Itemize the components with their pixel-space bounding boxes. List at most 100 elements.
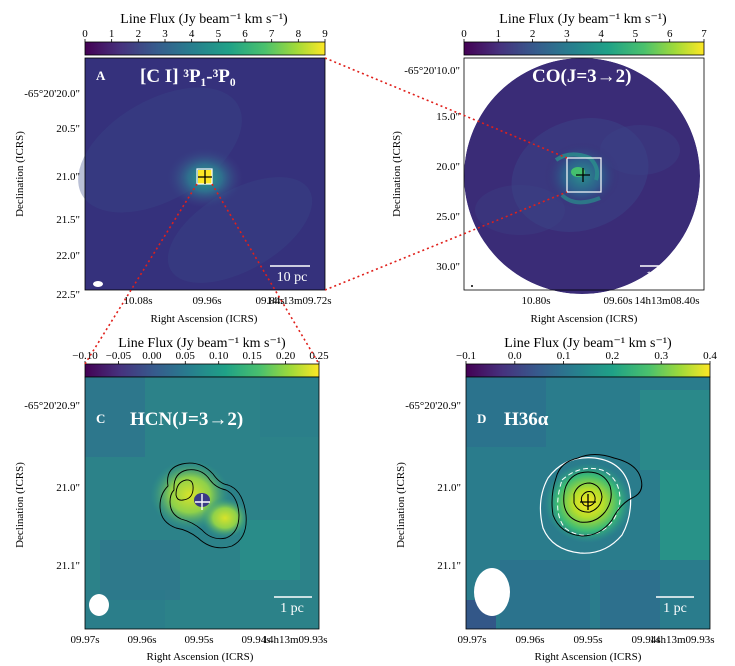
y-axis-label: Declination (ICRS) (395, 462, 407, 548)
colorbar-title: Line Flux (Jy beam⁻¹ km s⁻¹) (504, 336, 672, 351)
colorbar-ticks: 0 1 2 3 4 5 6 7 (461, 28, 707, 42)
y-ticks: -65°20'20.9" 21.0" 21.1" (24, 400, 80, 572)
colorbar-tick-label: 6 (242, 28, 248, 40)
contour-black-2 (563, 471, 612, 523)
colorbar-title: Line Flux (Jy beam⁻¹ km s⁻¹) (120, 12, 288, 27)
x-tick-label: 14h13m09.93s (649, 634, 714, 646)
center-cross (198, 170, 212, 184)
x-tick-label: 09.96s (515, 634, 544, 646)
colorbar-tick-label: 4 (598, 28, 604, 40)
y-tick-label: 21.0" (56, 482, 80, 494)
x-tick-label: 09.95s (184, 634, 213, 646)
y-tick-label: 25.0" (436, 211, 460, 223)
colorbar-tick-label: 0.05 (176, 350, 196, 362)
connector-a-to-c-left (84, 183, 198, 365)
y-tick-label: -65°20'10.0" (404, 65, 460, 77)
x-tick-label: 09.97s (70, 634, 99, 646)
colorbar-tick-label: 9 (322, 28, 328, 40)
colorbar-ticks: −0.1 0.0 0.1 0.2 0.3 0.4 (456, 350, 717, 364)
colorbar-tick-label: 0.4 (703, 350, 717, 362)
colorbar-tick-label: 0.20 (276, 350, 296, 362)
y-tick-label: 30.0" (436, 261, 460, 273)
y-axis-label: Declination (ICRS) (14, 462, 26, 548)
x-tick-label: 09.96s (127, 634, 156, 646)
colorbar-tick-label: −0.1 (456, 350, 476, 362)
scale-bar-label: 1 pc (663, 601, 687, 616)
colorbar-tick-label: 0.3 (654, 350, 668, 362)
y-axis-label: Declination (ICRS) (391, 131, 403, 217)
colorbar-tick-label: 6 (667, 28, 673, 40)
y-tick-label: 15.0" (436, 111, 460, 123)
colorbar-title: Line Flux (Jy beam⁻¹ km s⁻¹) (118, 336, 286, 351)
scale-bar-label: 100 pc (646, 268, 678, 282)
y-axis-label: Declination (ICRS) (14, 131, 26, 217)
y-tick-label: 21.1" (437, 560, 461, 572)
colorbar-tick-label: 5 (633, 28, 639, 40)
x-tick-label: 09.84s (255, 295, 284, 307)
colorbar-ticks: 0 1 2 3 4 5 6 7 8 9 (82, 28, 328, 42)
panel-c: Line Flux (Jy beam⁻¹ km s⁻¹) −0.10 −0.05 0… (14, 336, 329, 663)
x-tick-label: 09.97s (457, 634, 486, 646)
colorbar-title: Line Flux (Jy beam⁻¹ km s⁻¹) (499, 12, 667, 27)
contour-white-outer (539, 457, 632, 554)
colorbar-tick-label: 2 (136, 28, 142, 40)
colorbar-tick-label: 2 (530, 28, 536, 40)
colorbar-tick-label: 3 (564, 28, 570, 40)
colorbar-tick-label: 3 (162, 28, 168, 40)
x-tick-label: 09.96s (192, 295, 221, 307)
colorbar-tick-label: 0.00 (142, 350, 162, 362)
zoom-box (566, 157, 602, 193)
line-label: H36α (504, 409, 549, 430)
x-tick-label: 10.80s (521, 295, 550, 307)
contour-black-3 (573, 482, 603, 513)
beam-ellipse (93, 281, 103, 287)
panel-letter: A (96, 68, 106, 83)
colorbar (84, 363, 320, 378)
scale-bar-label: 10 pc (277, 270, 308, 285)
colorbar-tick-label: 7 (701, 28, 707, 40)
y-tick-label: -65°20'20.9" (405, 400, 461, 412)
y-ticks: -65°20'20.9" 21.0" 21.1" (405, 400, 461, 572)
contour-black-1 (551, 454, 643, 537)
y-ticks: -65°20'10.0" 15.0" 20.0" 25.0" 30.0" (404, 65, 460, 273)
beam-dot (471, 285, 473, 287)
colorbar (463, 41, 705, 56)
contour-white-dashed (557, 467, 621, 536)
contour-outer (159, 462, 247, 549)
connector-a-to-b-bottom (324, 191, 568, 291)
line-label: [C I] ³P₁-³P₀ (140, 66, 236, 87)
x-axis-label: Right Ascension (ICRS) (151, 313, 258, 325)
x-tick-label: 09.94s (631, 634, 660, 646)
connector-a-to-b-top (324, 57, 568, 159)
x-tick-label: 09.94s (241, 634, 270, 646)
x-tick-label: 14h13m09.72s (266, 295, 331, 307)
scale-bar-label: 1 pc (280, 601, 304, 616)
colorbar-tick-label: 0.10 (209, 350, 229, 362)
x-ticks: 10.80s 09.60s 14h13m08.40s (521, 295, 699, 307)
x-tick-label: 09.95s (573, 634, 602, 646)
colorbar-tick-label: −0.05 (106, 350, 132, 362)
panel-d: Line Flux (Jy beam⁻¹ km s⁻¹) −0.1 0.0 0.1 0… (395, 336, 717, 663)
y-tick-label: 22.0" (56, 250, 80, 262)
colorbar-tick-label: 8 (296, 28, 302, 40)
line-label: CO(J=3→2) (532, 66, 631, 87)
beam-ellipse (89, 594, 109, 616)
colorbar-tick-label: 0.15 (243, 350, 263, 362)
panel-letter: D (477, 411, 486, 426)
colorbar-ticks: −0.10 −0.05 0.00 0.05 0.10 0.15 0.20 0.25 (72, 350, 329, 364)
colorbar (465, 363, 711, 378)
colorbar-tick-label: 4 (189, 28, 195, 40)
colorbar-tick-label: 1 (109, 28, 115, 40)
center-cross (576, 168, 590, 182)
x-tick-label: 14h13m08.40s (634, 295, 699, 307)
colorbar-tick-label: 0.2 (606, 350, 620, 362)
contour-inner (175, 479, 194, 501)
x-axis-label: Right Ascension (ICRS) (535, 651, 642, 663)
x-tick-label: 09.60s (603, 295, 632, 307)
